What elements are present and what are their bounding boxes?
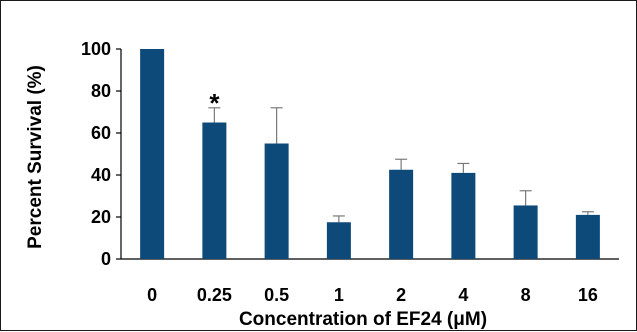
x-axis: 0 0.25 0.5 1 2 4 8 16 xyxy=(121,258,619,305)
bar-1 xyxy=(326,222,351,259)
bar-0.25 xyxy=(202,122,227,259)
bar-0.5 xyxy=(264,143,289,259)
y-tick-label: 0 xyxy=(101,249,111,269)
x-tick-label: 2 xyxy=(396,285,406,305)
error-bars xyxy=(208,107,594,223)
x-tick-label: 0 xyxy=(147,285,157,305)
y-axis-title: Percent Survival (%) xyxy=(25,65,46,249)
y-tick-label: 40 xyxy=(91,165,111,185)
significance-marker: * xyxy=(209,88,220,118)
x-tick-label: 0.5 xyxy=(264,285,289,305)
y-axis: 0 20 40 60 80 100 xyxy=(81,39,122,269)
x-tick-label: 4 xyxy=(458,285,468,305)
x-tick-label: 16 xyxy=(578,285,598,305)
bar-2 xyxy=(389,169,414,259)
y-tick-label: 20 xyxy=(91,207,111,227)
x-tick-label: 0.25 xyxy=(197,285,232,305)
bar-8 xyxy=(513,205,538,259)
bar-0 xyxy=(140,49,165,259)
x-axis-title: Concentration of EF24 (μM) xyxy=(239,309,487,330)
bar-4 xyxy=(451,172,476,259)
y-tick-label: 80 xyxy=(91,81,111,101)
annotations: * xyxy=(209,88,220,118)
bar-16 xyxy=(575,214,600,259)
x-tick-label: 8 xyxy=(521,285,531,305)
x-tick-label: 1 xyxy=(334,285,344,305)
bars xyxy=(140,49,600,259)
y-tick-label: 100 xyxy=(81,39,111,59)
y-tick-label: 60 xyxy=(91,123,111,143)
